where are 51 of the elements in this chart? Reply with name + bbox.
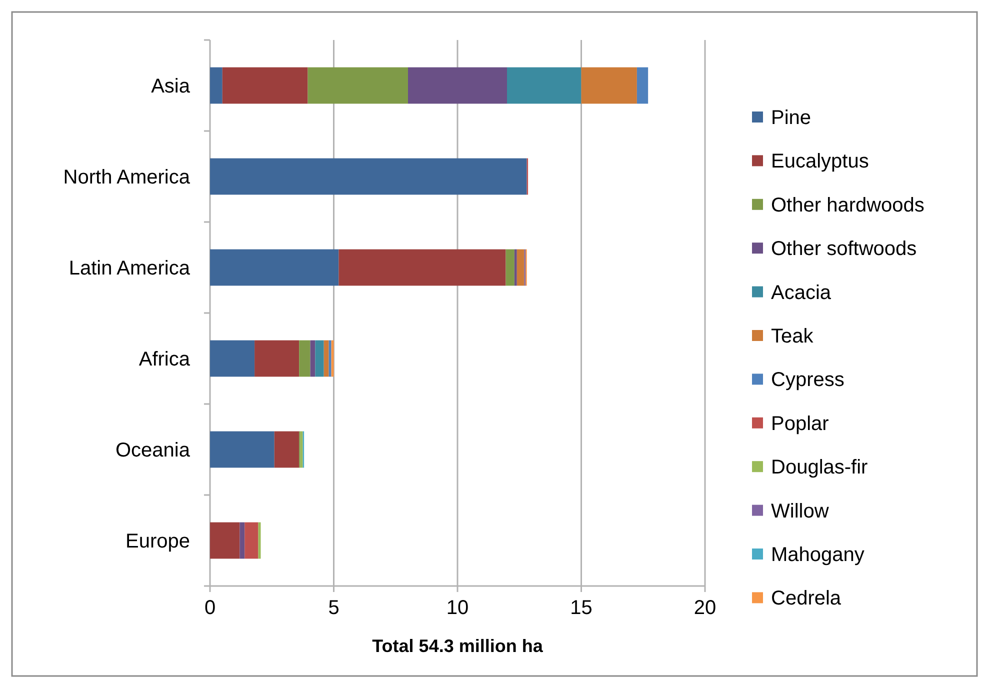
bar xyxy=(300,431,303,468)
bar xyxy=(408,67,507,104)
bar xyxy=(315,340,324,377)
y-tick-label: Europe xyxy=(126,530,190,552)
legend-label: Teak xyxy=(771,326,814,348)
bar xyxy=(328,340,332,377)
y-tick-label: Oceania xyxy=(116,440,191,462)
x-axis-title: Total 54.3 million ha xyxy=(372,636,544,656)
y-tick-label: Asia xyxy=(151,76,191,98)
bar xyxy=(299,340,310,377)
bar xyxy=(222,67,308,104)
bar xyxy=(244,522,258,559)
legend-label: Douglas-fir xyxy=(771,456,868,479)
x-tick-label: 20 xyxy=(694,597,716,619)
bar xyxy=(210,340,255,377)
legend-label: Other hardwoods xyxy=(771,194,924,216)
legend-label: Cypress xyxy=(771,369,844,392)
bar xyxy=(254,340,300,377)
x-tick-label: 0 xyxy=(204,597,216,619)
bar xyxy=(210,67,222,104)
y-tick-label: Latin America xyxy=(68,258,191,280)
legend-label: Other softwoods xyxy=(771,238,917,260)
x-tick-label: 15 xyxy=(570,597,592,619)
bar xyxy=(507,67,582,104)
legend-label: Acacia xyxy=(771,282,832,304)
legend-label: Pine xyxy=(771,107,812,129)
legend-label: Mahogany xyxy=(771,544,864,566)
bar xyxy=(308,67,408,104)
bar xyxy=(636,67,648,104)
y-tick-label: Africa xyxy=(138,348,191,370)
legend-label: Willow xyxy=(771,500,830,522)
bar xyxy=(210,431,274,468)
bar xyxy=(514,249,517,286)
bar xyxy=(210,522,240,559)
y-tick-label: North America xyxy=(63,166,191,188)
bar xyxy=(506,249,514,286)
legend-label: Eucalyptus xyxy=(771,150,869,173)
bar xyxy=(240,522,245,559)
bar xyxy=(338,249,506,286)
legend-label: Poplar xyxy=(771,412,830,435)
bar xyxy=(210,249,339,286)
legend-label: Cedrela xyxy=(771,588,842,610)
bar xyxy=(210,158,527,195)
bar xyxy=(274,431,300,468)
bar xyxy=(324,340,329,377)
bar xyxy=(331,340,334,377)
bar xyxy=(310,340,316,377)
x-tick-label: 5 xyxy=(328,597,340,619)
bar xyxy=(516,249,524,286)
x-tick-label: 10 xyxy=(446,597,469,619)
bar xyxy=(581,67,637,104)
